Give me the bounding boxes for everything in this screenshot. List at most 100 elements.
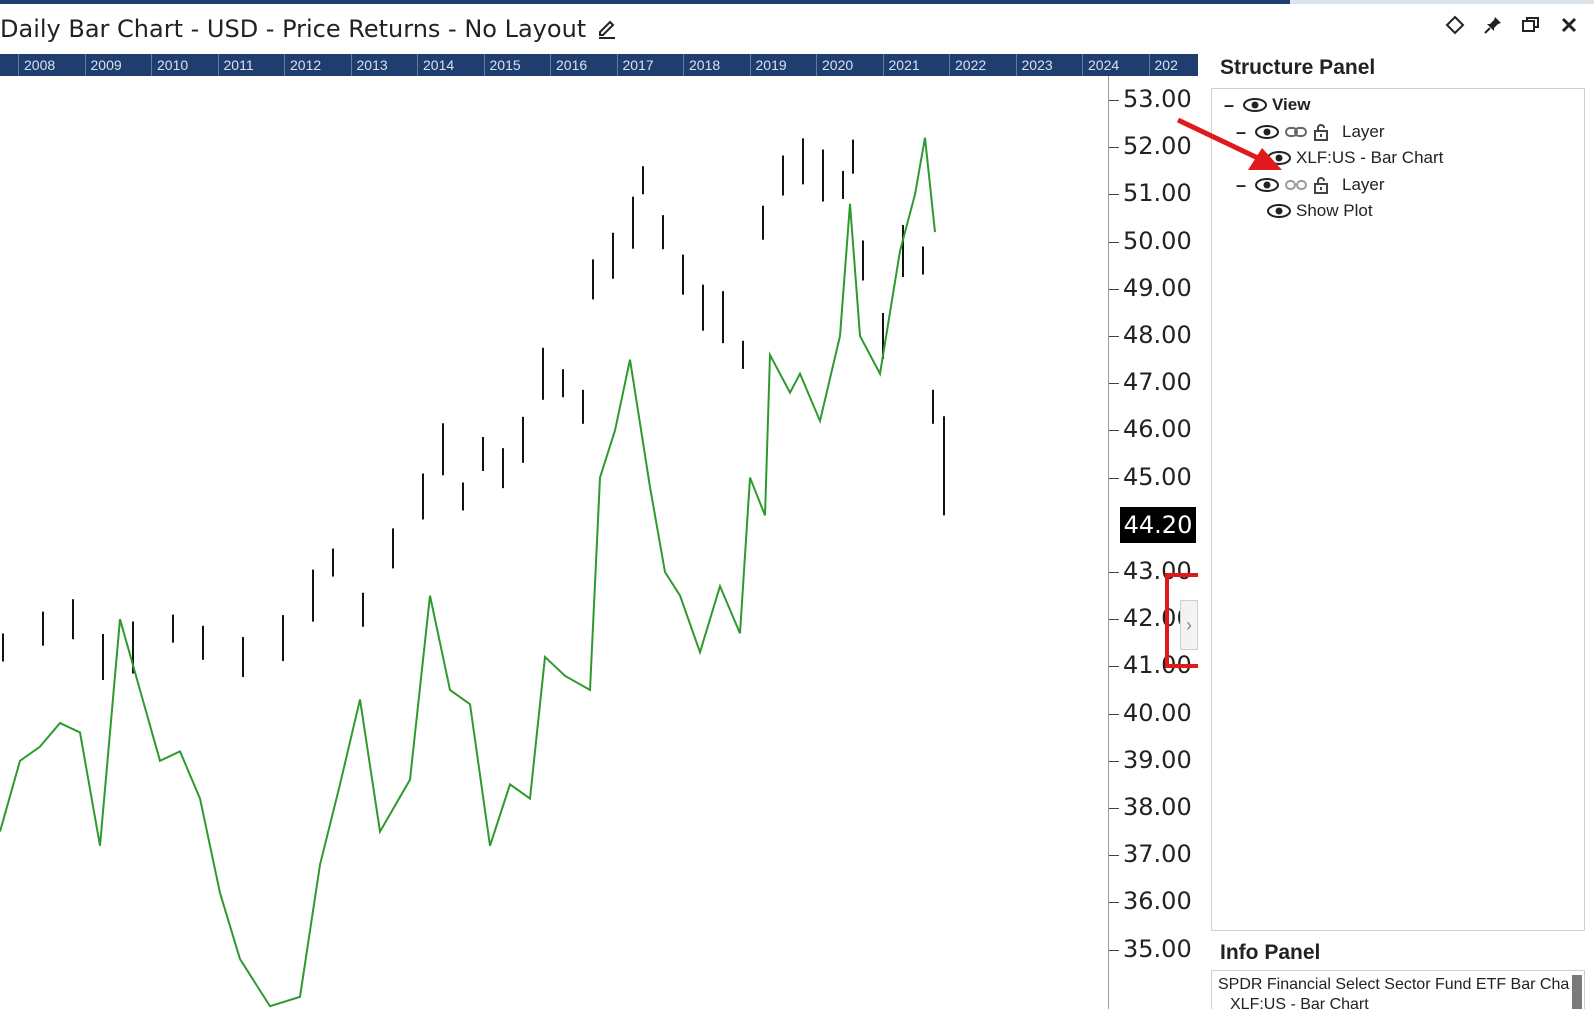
timeline-year-label: 2013: [356, 57, 388, 73]
tree-item-view[interactable]: – View: [1224, 93, 1310, 117]
tree-item-xlf-bar-chart[interactable]: XLF:US - Bar Chart: [1266, 146, 1443, 170]
timeline-tick: [1148, 54, 1150, 76]
y-axis-tick: [1109, 383, 1119, 385]
timeline-year-label: 2012: [290, 57, 322, 73]
timeline-tick: [616, 54, 618, 76]
lock-icon[interactable]: [1312, 176, 1330, 194]
y-axis-label: 40.00: [1123, 698, 1192, 727]
y-axis-label: 36.00: [1123, 887, 1192, 916]
y-axis-tick: [1109, 902, 1119, 904]
info-panel-content: SPDR Financial Select Sector Fund ETF Ba…: [1211, 970, 1585, 1009]
timeline-tick: [816, 54, 817, 76]
timeline-year-label: 2018: [689, 57, 721, 73]
timeline-tick: [550, 54, 551, 76]
chevron-right-icon: ›: [1186, 614, 1192, 635]
timeline-tick: [882, 54, 884, 76]
tree-label-show-plot: Show Plot: [1296, 201, 1373, 220]
y-axis-tick: [1109, 477, 1119, 479]
timeline-tick: [949, 54, 950, 76]
info-scrollbar[interactable]: [1572, 975, 1582, 1009]
y-axis-label: 37.00: [1123, 840, 1192, 869]
close-icon[interactable]: [1558, 14, 1580, 36]
y-axis-label: 39.00: [1123, 745, 1192, 774]
y-axis-label: 53.00: [1123, 85, 1192, 113]
y-axis-tick: [1109, 147, 1119, 149]
top-accent-bar: [0, 0, 1290, 4]
collapse-minus-icon[interactable]: –: [1236, 121, 1247, 142]
timeline-year-label: 2021: [888, 57, 920, 73]
y-axis-tick: [1109, 572, 1119, 573]
y-axis-label: 51.00: [1123, 179, 1192, 208]
y-axis-tick: [1109, 713, 1119, 715]
timeline-year-label: 2014: [423, 57, 455, 73]
y-axis-label: 50.00: [1123, 226, 1192, 255]
y-axis-tick: [1109, 855, 1119, 857]
y-axis-label: 46.00: [1123, 415, 1192, 444]
timeline-tick: [284, 54, 285, 76]
eye-icon[interactable]: [1266, 150, 1292, 166]
timeline-tick: [1082, 54, 1083, 76]
y-axis-label: 52.00: [1123, 132, 1192, 161]
y-axis-label: 49.00: [1123, 273, 1192, 302]
y-axis-label: 38.00: [1123, 793, 1192, 821]
restore-icon[interactable]: [1520, 14, 1542, 36]
top-tab-strip: [1290, 0, 1594, 4]
y-axis-label: 43.00: [1123, 557, 1192, 585]
comparison-line: [0, 137, 936, 1008]
timeline-year-label: 2019: [755, 57, 787, 73]
collapse-minus-icon[interactable]: –: [1224, 94, 1235, 115]
timeline-year-label: 2017: [622, 57, 654, 73]
tree-label-view: View: [1272, 95, 1311, 114]
structure-panel-title: Structure Panel: [1220, 56, 1376, 79]
y-axis-tick: [1109, 288, 1119, 290]
chart-plot-area[interactable]: [0, 76, 1108, 1009]
tree-item-layer-1[interactable]: – Layer: [1236, 120, 1385, 144]
y-axis-label: 48.00: [1123, 321, 1192, 349]
timeline-year-label: 2010: [157, 57, 189, 73]
broken-link-icon[interactable]: [1284, 178, 1308, 192]
timeline-tick: [151, 54, 152, 76]
info-panel-title: Info Panel: [1220, 941, 1321, 964]
eye-icon[interactable]: [1266, 203, 1292, 219]
y-axis-tick: [1109, 760, 1119, 762]
y-axis-tick: [1109, 666, 1119, 668]
timeline-year-label: 2022: [955, 57, 987, 73]
timeline-tick: [217, 54, 219, 76]
lock-icon[interactable]: [1312, 123, 1330, 141]
eye-icon[interactable]: [1254, 124, 1280, 140]
timeline-tick: [18, 54, 19, 76]
side-panel: Structure Panel – View – Layer XLF:US - …: [1198, 54, 1594, 1009]
current-price-badge: 44.20: [1120, 507, 1196, 543]
chart-title-bar: Daily Bar Chart - USD - Price Returns - …: [0, 6, 1594, 52]
link-icon[interactable]: [1284, 125, 1308, 139]
tree-item-layer-2[interactable]: – Layer: [1236, 173, 1385, 197]
timeline-year-label: 2020: [822, 57, 854, 73]
info-line-series: XLF:US - Bar Chart: [1230, 996, 1369, 1009]
timeline-year-label: 2008: [24, 57, 56, 73]
collapse-minus-icon[interactable]: –: [1236, 174, 1247, 195]
pin-icon[interactable]: [1482, 14, 1504, 36]
y-axis-label: 35.00: [1123, 934, 1192, 963]
eye-icon[interactable]: [1254, 177, 1280, 193]
timeline-tick: [1015, 54, 1017, 76]
panel-collapse-handle[interactable]: ›: [1180, 600, 1198, 650]
timeline-tick: [350, 54, 352, 76]
timeline-year-label: 2024: [1088, 57, 1120, 73]
tree-item-show-plot[interactable]: Show Plot: [1266, 199, 1373, 223]
pencil-edit-icon[interactable]: [596, 18, 618, 40]
diamond-icon[interactable]: [1444, 14, 1466, 36]
timeline-year-label: 2016: [556, 57, 588, 73]
timeline-year-label: 202: [1154, 57, 1178, 73]
info-line-description: SPDR Financial Select Sector Fund ETF Ba…: [1218, 976, 1570, 993]
structure-tree: – View – Layer XLF:US - Bar Chart – Laye…: [1211, 88, 1585, 931]
timeline-tick: [683, 54, 684, 76]
timeline-tick: [749, 54, 751, 76]
eye-icon[interactable]: [1242, 97, 1268, 113]
timeline-tick: [483, 54, 485, 76]
timeline-tick: [417, 54, 418, 76]
timeline-year-label: 2015: [489, 57, 521, 73]
timeline-year-label: 2011: [223, 57, 254, 73]
y-axis-tick: [1109, 100, 1119, 101]
timeline-navigator[interactable]: 2008 2009 2010 2011 2012 2013 2014 2015 2016 2017…: [0, 54, 1198, 76]
y-axis-tick: [1109, 194, 1119, 196]
